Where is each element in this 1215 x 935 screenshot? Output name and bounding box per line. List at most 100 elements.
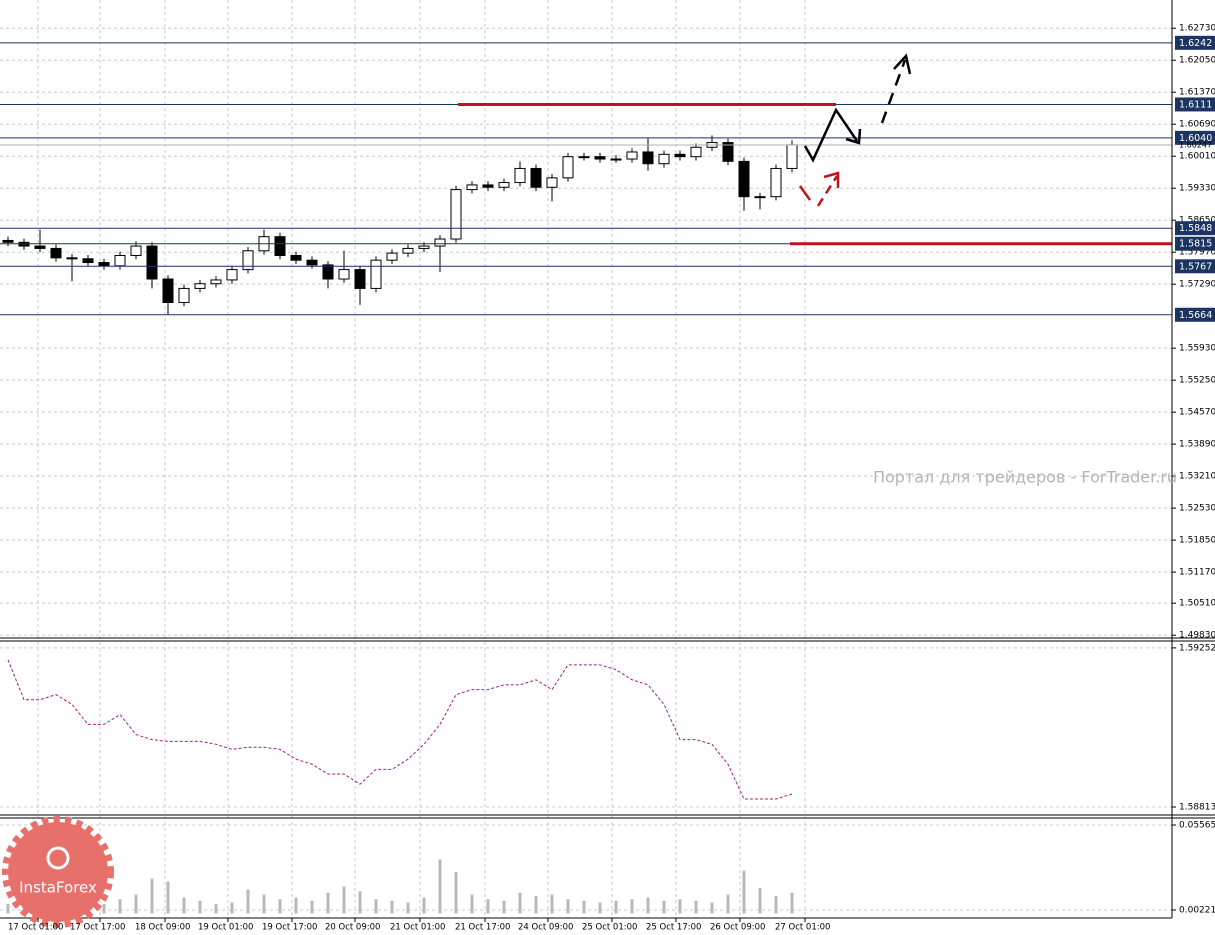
volume-bar: [662, 900, 666, 914]
marks-layer: [0, 42, 1172, 914]
level-tag: [1175, 35, 1215, 50]
y-tick-label: 1.53210: [1179, 472, 1215, 482]
logo-badge: [2, 816, 114, 928]
candle-body: [418, 245, 430, 249]
y-tick-label: 1.52530: [1179, 504, 1215, 514]
y-tick-label: 1.62050: [1179, 56, 1215, 66]
candle-body: [498, 182, 510, 188]
candle-body: [370, 259, 382, 289]
candle-body: [530, 167, 542, 188]
candle-body: [34, 245, 46, 249]
y-tick-label: 1.51850: [1179, 536, 1215, 546]
candle-body: [546, 177, 558, 188]
volume-bar: [646, 897, 650, 914]
volume-bar: [422, 897, 426, 914]
volume-bar: [566, 899, 570, 914]
candle-body: [594, 156, 606, 160]
y-tick-label: 1.61370: [1179, 88, 1215, 98]
x-tick-label: 24 Oct 09:00: [518, 923, 573, 933]
x-tick-label: 18 Oct 09:00: [135, 923, 190, 933]
volume-bar: [454, 872, 458, 914]
level-label: 1.6111: [1179, 99, 1212, 110]
volume-bar: [294, 897, 298, 914]
alt-arrow: [816, 175, 839, 207]
candle-body: [770, 167, 782, 198]
volume-bar: [102, 903, 106, 914]
x-tick-label: 19 Oct 17:00: [262, 923, 317, 933]
volume-bar: [470, 894, 474, 914]
candle-body: [434, 238, 446, 247]
volume-bar: [374, 899, 378, 914]
candle-body: [306, 259, 318, 266]
candle-body: [738, 160, 750, 198]
volume-bar: [774, 896, 778, 914]
candle-body: [2, 239, 14, 243]
candle-body: [226, 269, 238, 281]
volume-bar: [406, 902, 410, 914]
y-tick-label: 1.55250: [1179, 376, 1215, 386]
candle-body: [322, 264, 334, 280]
volume-bar: [342, 886, 346, 914]
volume-bar: [438, 859, 442, 914]
candle-body: [754, 196, 766, 199]
volume-bar: [486, 899, 490, 914]
volume-bar: [582, 900, 586, 914]
candle-body: [50, 247, 62, 259]
volume-bar: [262, 894, 266, 914]
candle-body: [210, 279, 222, 285]
volume-bar: [118, 899, 122, 914]
y-tick-label: 1.51170: [1179, 568, 1215, 578]
current-price-label: 1.60247: [1179, 141, 1212, 150]
level-label: 1.5848: [1179, 223, 1212, 234]
candle-body: [290, 254, 302, 261]
x-tick-label: 20 Oct 09:00: [325, 923, 380, 933]
y-tick-label: 1.57290: [1179, 280, 1215, 290]
volume-bar: [134, 894, 138, 914]
y-tick-label: 1.57970: [1179, 248, 1215, 258]
y-tick-label: 1.53890: [1179, 440, 1215, 450]
level-tag: [1175, 259, 1215, 274]
y-tick-label: 1.60010: [1179, 152, 1215, 162]
volume-bar: [694, 900, 698, 914]
volume-bar: [390, 900, 394, 914]
candle-body: [146, 245, 158, 280]
volume-bar: [550, 894, 554, 914]
volume-bar: [358, 891, 362, 914]
candle-body: [786, 144, 798, 169]
candle-body: [674, 153, 686, 158]
volume-bar: [230, 902, 234, 914]
candle-body: [690, 146, 702, 158]
candle-body: [578, 156, 590, 159]
candle-body: [354, 269, 366, 289]
logo-text: InstaForex: [19, 879, 97, 897]
volume-bar: [614, 900, 618, 914]
volume-bar: [758, 888, 762, 914]
y-tick-label: 1.58813: [1179, 803, 1215, 813]
volume-bar: [518, 892, 522, 914]
y-tick-label: 1.62730: [1179, 24, 1215, 34]
forecast-arrow: [803, 107, 859, 163]
y-tick-label: 1.60690: [1179, 120, 1215, 130]
level-tag: [1175, 221, 1215, 236]
candle-body: [626, 151, 638, 160]
candle-body: [114, 254, 126, 267]
volume-bar: [678, 899, 682, 914]
x-tick-label: 26 Oct 09:00: [710, 923, 765, 933]
candle-body: [722, 142, 734, 162]
volume-bar: [598, 902, 602, 914]
y-tick-label: 0.05565: [1179, 821, 1215, 831]
candle-body: [178, 287, 190, 304]
candle-body: [162, 278, 174, 304]
candle-body: [610, 158, 622, 161]
watermark: Портал для трейдеров - ForTrader.ru: [873, 468, 1177, 487]
candle-body: [242, 250, 254, 271]
y-tick-label: 1.50510: [1179, 599, 1215, 609]
volume-bar: [742, 870, 746, 914]
y-tick-label: 1.54570: [1179, 408, 1215, 418]
x-tick-label: 17 Oct 17:00: [70, 923, 125, 933]
candle-body: [338, 269, 350, 280]
x-tick-label: 25 Oct 17:00: [646, 923, 701, 933]
volume-bar: [630, 899, 634, 914]
